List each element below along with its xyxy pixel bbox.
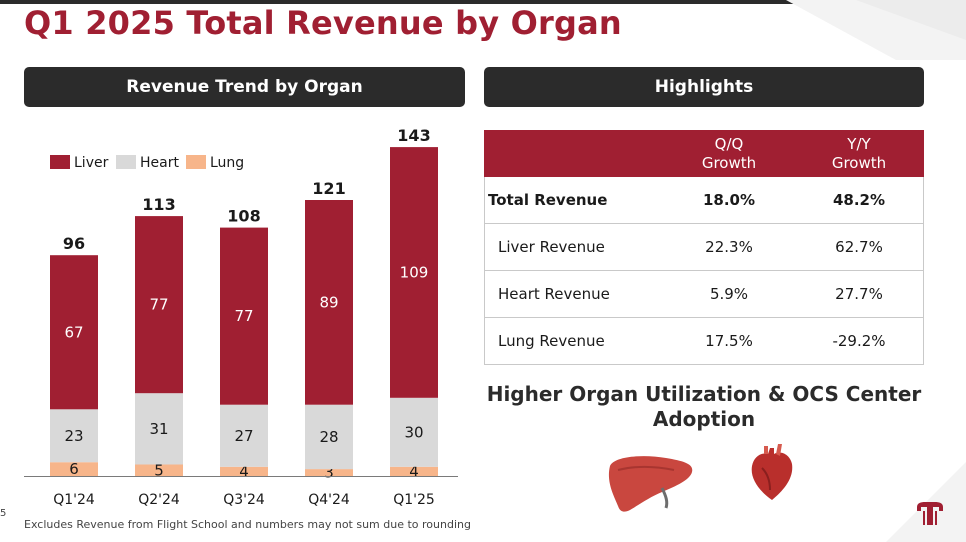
bar-heart — [390, 397, 438, 467]
top-rule — [0, 0, 966, 4]
bar-value-label-liver: 89 — [319, 293, 338, 311]
bar-value-label-lung: 4 — [239, 462, 249, 480]
highlights-headline: Higher Organ Utilization & OCS Center Ad… — [484, 382, 924, 432]
headline-line-2: Adoption — [652, 407, 756, 431]
row-qq-value: 17.5% — [664, 317, 794, 365]
row-yy-value: -29.2% — [794, 317, 924, 365]
x-tick-label: Q4'24 — [308, 492, 350, 508]
legend-swatch-heart — [116, 155, 136, 169]
chart-banner: Revenue Trend by Organ — [24, 67, 465, 107]
bar-heart — [305, 404, 353, 470]
bar-total-label: 108 — [227, 207, 260, 226]
highlights-banner: Highlights — [484, 67, 924, 107]
bar-lung — [50, 462, 98, 476]
bar-lung — [390, 466, 438, 476]
corner-decoration — [786, 0, 966, 60]
header-qq-label: Q/Q Growth — [701, 134, 757, 172]
header-qq: Q/Q Growth — [664, 130, 794, 177]
legend-swatch-liver — [50, 155, 70, 169]
table-header-row: Q/Q Growth Y/Y Growth — [484, 130, 924, 177]
legend-label-lung: Lung — [210, 155, 244, 171]
bar-value-label-lung: 3 — [324, 464, 334, 482]
bar-value-label-heart: 28 — [319, 428, 338, 446]
row-qq-value: 5.9% — [664, 270, 794, 318]
bar-value-label-heart: 23 — [64, 427, 83, 445]
table-row: Lung Revenue 17.5% -29.2% — [484, 317, 924, 365]
row-yy-value: 27.7% — [794, 270, 924, 318]
bar-heart — [220, 404, 268, 467]
table-row: Liver Revenue 22.3% 62.7% — [484, 223, 924, 271]
row-label: Total Revenue — [484, 177, 664, 224]
page-title: Q1 2025 Total Revenue by Organ — [24, 4, 622, 42]
table-row: Total Revenue 18.0% 48.2% — [484, 177, 924, 224]
bar-liver — [50, 255, 98, 410]
bar-lung — [135, 464, 183, 476]
legend-label-liver: Liver — [74, 155, 109, 171]
x-tick-label: Q2'24 — [138, 492, 180, 508]
page-number: 5 — [0, 508, 7, 519]
row-yy-value: 48.2% — [794, 177, 924, 224]
bar-lung — [220, 466, 268, 476]
row-qq-value: 18.0% — [664, 177, 794, 224]
bar-value-label-heart: 31 — [149, 420, 168, 438]
bar-liver — [135, 216, 183, 394]
bar-value-label-liver: 77 — [149, 296, 168, 314]
bar-liver — [220, 227, 268, 405]
row-label: Lung Revenue — [484, 317, 664, 365]
revenue-stacked-bar-chart: Liver Heart Lung 6 23 67 96 Q1'24 5 31 77 113 Q2'24 4… — [24, 126, 458, 508]
header-yy: Y/Y Growth — [794, 130, 924, 177]
row-label: Liver Revenue — [484, 223, 664, 271]
bar-value-label-liver: 67 — [64, 323, 83, 341]
bar-value-label-lung: 4 — [409, 462, 419, 480]
corner-decoration-bottom — [886, 462, 966, 542]
footnote: Excludes Revenue from Flight School and … — [24, 518, 471, 531]
bar-liver — [390, 147, 438, 398]
header-yy-label: Y/Y Growth — [831, 134, 887, 172]
header-empty — [484, 130, 664, 177]
legend-swatch-lung — [186, 155, 206, 169]
legend-label-heart: Heart — [140, 155, 179, 171]
company-logo-icon — [917, 502, 943, 525]
bar-total-label: 96 — [63, 234, 85, 253]
bar-value-label-lung: 6 — [69, 460, 79, 478]
bar-value-label-liver: 109 — [400, 263, 429, 281]
highlights-table: Q/Q Growth Y/Y Growth Total Revenue 18.0… — [484, 130, 924, 365]
bar-value-label-liver: 77 — [234, 307, 253, 325]
liver-icon — [608, 456, 693, 512]
headline-line-1: Higher Organ Utilization & OCS Center — [486, 382, 922, 406]
bar-total-label: 113 — [142, 195, 175, 214]
row-qq-value: 22.3% — [664, 223, 794, 271]
bar-value-label-heart: 30 — [404, 423, 423, 441]
bar-heart — [50, 409, 98, 463]
bar-lung — [305, 469, 353, 476]
heart-icon — [751, 444, 793, 500]
x-tick-label: Q3'24 — [223, 492, 265, 508]
bar-liver — [305, 200, 353, 405]
bar-total-label: 143 — [397, 126, 430, 145]
bar-value-label-lung: 5 — [154, 461, 164, 479]
bar-total-label: 121 — [312, 179, 345, 198]
table-row: Heart Revenue 5.9% 27.7% — [484, 270, 924, 318]
row-label: Heart Revenue — [484, 270, 664, 318]
bar-heart — [135, 393, 183, 465]
x-tick-label: Q1'24 — [53, 492, 95, 508]
x-tick-label: Q1'25 — [393, 492, 435, 508]
row-yy-value: 62.7% — [794, 223, 924, 271]
bar-value-label-heart: 27 — [234, 427, 253, 445]
